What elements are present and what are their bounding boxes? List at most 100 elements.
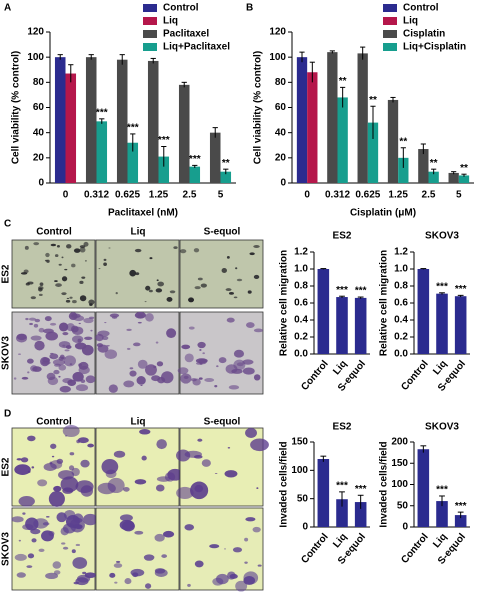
row-label: SKOV3 [1,336,12,370]
cell-blob [245,517,256,522]
y-tick-label: 0.6 [294,298,308,309]
cell-blob [145,364,157,376]
cell-blob [135,272,140,276]
cell-blob [197,341,206,349]
cell-blob [103,262,107,266]
cell-blob [253,274,260,280]
cell-blob [56,244,60,248]
legend-swatch [143,17,157,25]
cell-blob [184,353,194,363]
cell-blob [61,356,66,360]
cell-blob [27,371,30,374]
cell-blob [33,518,49,529]
legend-swatch [143,43,157,51]
significance-label: ** [369,95,377,106]
cell-blob [202,352,205,355]
cell-blob [62,424,80,438]
cell-blob [108,247,111,249]
bar [436,501,448,527]
cell-blob [84,572,96,579]
cell-blob [209,544,220,549]
y-axis-label: Cell viability (% control) [11,51,22,164]
x-tick-label: 0 [304,190,310,201]
y-tick-label: 20 [33,152,45,163]
y-tick-label: 40 [275,127,287,138]
cell-blob [61,292,67,296]
cell-blob [253,374,261,381]
cell-blob [26,565,33,569]
cell-blob [229,573,238,579]
cell-blob [16,458,23,461]
cell-blob [69,296,73,299]
cell-blob [79,280,84,285]
cell-blob [179,249,187,254]
cell-blob [72,557,88,569]
cell-blob [137,359,148,369]
legend-label: Control [403,3,439,14]
cell-blob [256,487,259,490]
cell-blob [49,322,57,326]
cell-blob [101,336,109,341]
cell-blob [154,533,165,542]
y-tick-label: 200 [391,437,408,448]
cell-blob [88,299,95,305]
cell-blob [198,377,203,380]
cell-blob [65,299,71,303]
cell-blob [79,247,86,253]
chart-title: ES2 [333,422,352,433]
cell-blob [137,313,144,319]
cell-blob [54,363,61,367]
cell-blob [244,561,248,564]
cell-blob [225,364,238,374]
cell-blob [129,367,134,370]
y-tick-label: 150 [391,458,408,469]
cell-blob [58,263,62,266]
cell-blob [61,276,68,282]
cell-blob [83,241,89,247]
cell-blob [61,256,64,259]
significance-label: *** [355,286,367,297]
cell-blob [54,280,58,283]
x-tick-label: 0.312 [84,190,109,201]
significance-label: *** [455,501,467,512]
y-tick-label: 40 [33,127,45,138]
cell-blob [66,244,72,249]
x-tick-label: 2.5 [422,190,436,201]
column-label: Control [36,227,72,238]
x-tick-label: Control [399,531,430,565]
cell-blob [194,484,204,493]
cell-blob [145,285,151,291]
micrograph [179,239,264,309]
cell-blob [71,549,76,554]
cell-blob [197,438,203,442]
bar [96,121,108,183]
cell-blob [97,344,109,353]
y-axis-label: Relative cell migration [379,250,390,356]
cell-blob [14,553,27,561]
cell-blob [37,479,48,487]
cell-blob [58,322,69,332]
legend-label: Liq+Cisplatin [403,42,466,53]
significance-label: ** [222,158,230,169]
cell-blob [139,429,151,435]
cell-blob [181,344,191,350]
cell-blob [71,263,76,268]
bar [428,171,439,183]
legend-label: Liq+Paclitaxel [163,42,230,53]
cell-blob [235,267,238,270]
x-tick-label: 5 [218,190,224,201]
bar [458,175,470,183]
cell-blob [162,530,175,538]
cell-blob [59,385,71,393]
y-tick-label: 150 [291,437,308,448]
cell-blob [69,452,75,456]
cell-blob [155,484,165,492]
cell-blob [136,376,146,385]
cell-blob [79,245,86,249]
significance-label: *** [455,284,467,295]
cell-blob [50,443,57,449]
panel-label: A [4,3,11,14]
bar [327,52,338,184]
cell-blob [134,248,142,253]
x-tick-label: Control [399,358,430,392]
